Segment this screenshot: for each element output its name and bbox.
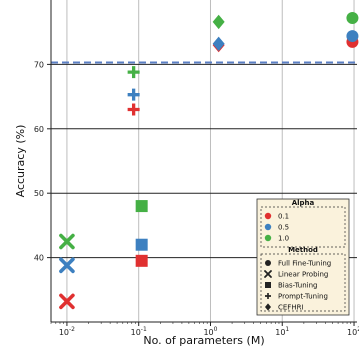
point-cefhri-alpha-0-5 xyxy=(212,36,225,51)
data-points xyxy=(59,12,359,310)
point-prompt-tuning-alpha-0-1 xyxy=(127,103,140,116)
y-axis-label: Accuracy (%) xyxy=(14,125,27,198)
legend-method-marker xyxy=(265,293,271,299)
point-linear-probing-alpha-0-1 xyxy=(59,293,75,310)
legend-alpha-swatch xyxy=(264,234,272,242)
axes xyxy=(47,0,357,326)
point-bias-tuning-alpha-0-5 xyxy=(135,238,148,251)
legend-method-label: CEFHRI xyxy=(278,304,304,312)
legend-box xyxy=(256,198,350,316)
legend-method-label: Linear Probing xyxy=(278,271,328,279)
legend-method-marker xyxy=(265,282,271,288)
legend-alpha-label: 1.0 xyxy=(278,235,289,243)
x-tick-label: 102 xyxy=(347,326,359,337)
legend-method-marker xyxy=(264,270,272,278)
point-prompt-tuning-alpha-0-5 xyxy=(127,88,140,101)
legend-method-label: Full Fine-Tuning xyxy=(278,260,331,268)
x-tick-labels: 10-2 10-1 100 101 102 xyxy=(59,326,359,337)
grid xyxy=(51,0,357,322)
y-tick-label: 60 xyxy=(34,125,44,134)
x-tick-label: 100 xyxy=(203,326,217,337)
point-full-fine-tuning-alpha-0-5 xyxy=(346,30,359,43)
legend-alpha-label: 0.5 xyxy=(278,224,289,232)
x-axis-label: No. of parameters (M) xyxy=(143,334,264,347)
point-linear-probing-alpha-0-5 xyxy=(59,257,75,274)
legend-alpha-group xyxy=(260,206,346,248)
point-prompt-tuning-alpha-1-0 xyxy=(127,66,140,79)
y-tick-labels: 40 50 60 70 xyxy=(34,60,44,262)
y-tick-label: 40 xyxy=(34,254,44,263)
legend-alpha-swatch xyxy=(264,223,272,231)
y-tick-label: 70 xyxy=(34,60,44,69)
point-bias-tuning-alpha-0-1 xyxy=(135,254,148,267)
point-linear-probing-alpha-1-0 xyxy=(59,233,75,250)
point-full-fine-tuning-alpha-1-0 xyxy=(346,12,359,25)
legend-method-title: Method xyxy=(288,246,318,254)
point-cefhri-alpha-1-0 xyxy=(212,14,225,30)
x-tick-label: 101 xyxy=(275,326,289,337)
x-tick-label: 10-2 xyxy=(59,326,75,337)
point-bias-tuning-alpha-1-0 xyxy=(135,200,148,213)
legend-alpha-label: 0.1 xyxy=(278,213,289,221)
legend-alpha-title: Alpha xyxy=(292,199,315,207)
legend-method-marker xyxy=(265,303,271,311)
legend-method-group xyxy=(260,253,346,312)
x-tick-label: 10-1 xyxy=(131,326,147,337)
legend-alpha-swatch xyxy=(264,212,272,220)
legend-method-marker xyxy=(265,260,271,266)
y-tick-label: 50 xyxy=(34,189,44,198)
legend-method-label: Prompt-Tuning xyxy=(278,293,328,301)
legend-method-label: Bias-Tuning xyxy=(278,282,317,290)
